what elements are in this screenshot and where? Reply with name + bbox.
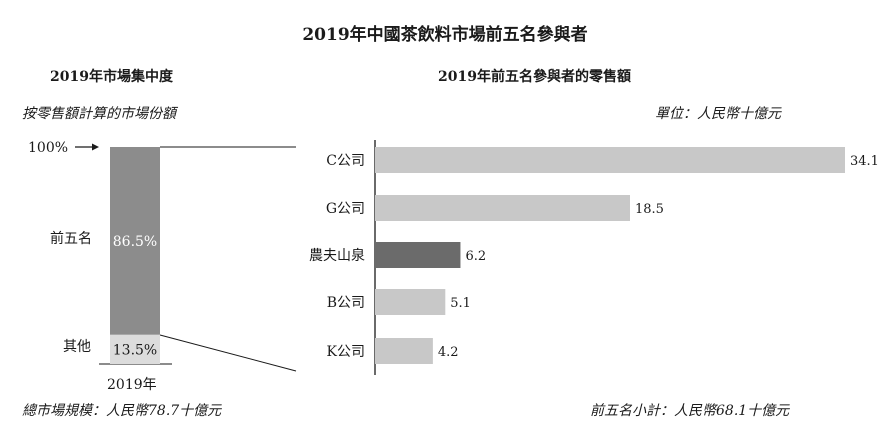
value-label-1: 34.1 — [850, 154, 879, 169]
series-label-top5: 前五名 — [50, 231, 92, 247]
value-label-5: 4.2 — [438, 345, 459, 360]
category-label-4: B公司 — [327, 295, 365, 311]
right-chart-title: 2019年前五名參與者的零售額 — [438, 69, 631, 85]
stack-label-other: 13.5% — [113, 342, 157, 358]
figure-title: 2019年中國茶飲料市場前五名參與者 — [302, 25, 588, 45]
category-label-5: K公司 — [327, 344, 365, 360]
right-chart-unit: 單位：人民幣十億元 — [655, 106, 781, 122]
left-chart-subtitle: 按零售額計算的市場份額 — [22, 106, 176, 122]
bar-2 — [375, 195, 630, 221]
stack-segment-other — [110, 334, 160, 364]
series-label-other: 其他 — [63, 339, 91, 355]
category-label-1: C公司 — [326, 153, 365, 169]
stack-label-top5: 86.5% — [113, 234, 157, 250]
bar-1 — [375, 147, 845, 173]
right-footnote: 前五名小計：人民幣68.1十億元 — [590, 403, 790, 419]
category-label-2: G公司 — [326, 201, 365, 217]
category-label-3: 農夫山泉 — [309, 247, 365, 264]
value-label-2: 18.5 — [635, 202, 664, 217]
connector-bottom — [159, 334, 297, 372]
bar-3 — [375, 242, 461, 268]
value-label-4: 5.1 — [450, 296, 471, 311]
left-chart-title: 2019年市場集中度 — [50, 69, 173, 85]
left-footnote: 總市場規模：人民幣78.7十億元 — [22, 403, 222, 419]
value-label-3: 6.2 — [465, 249, 486, 264]
bar-5 — [375, 338, 433, 364]
stack-segment-top5 — [110, 147, 160, 335]
y-tick-arrow-head — [92, 143, 99, 151]
bar-4 — [375, 289, 446, 315]
x-category-label: 2019年 — [107, 377, 157, 393]
y-tick-label: 100% — [28, 140, 69, 156]
